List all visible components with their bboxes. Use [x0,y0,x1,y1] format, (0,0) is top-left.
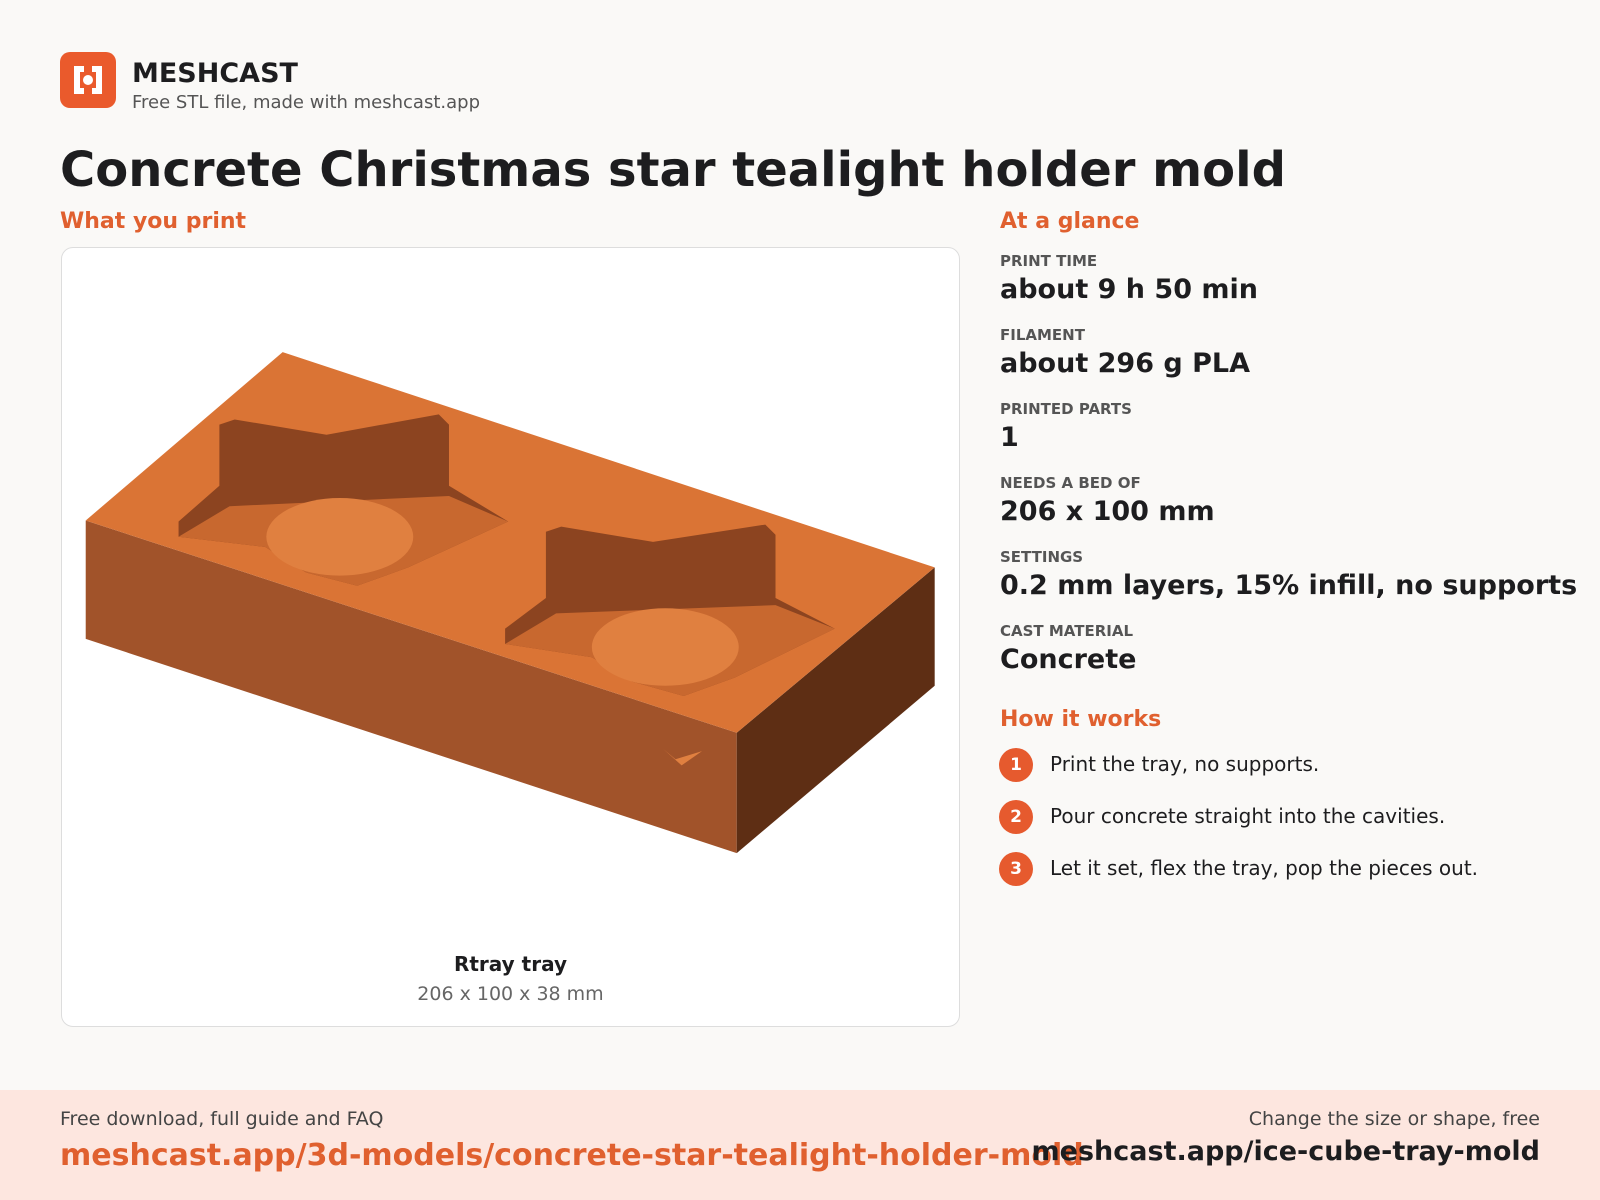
glance-value: about 9 h 50 min [1000,274,1259,305]
glance-label: PRINT TIME [1000,252,1098,270]
glance-label: CAST MATERIAL [1000,622,1134,640]
step-text: Print the tray, no supports. [1050,752,1320,776]
glance-value: 206 x 100 mm [1000,496,1215,527]
footer: Free download, full guide and FAQ meshca… [0,1090,1600,1200]
tagline: Free STL file, made with meshcast.app [132,92,481,113]
section-heading: At a glance [1000,209,1140,234]
page-title: Concrete Christmas star tealight holder … [60,142,1286,198]
preview-card: Rtray tray 206 x 100 x 38 mm [61,247,960,1027]
footer-link[interactable]: meshcast.app/3d-models/concrete-star-tea… [60,1138,1084,1173]
section-heading: What you print [60,209,247,234]
glance-value: about 296 g PLA [1000,348,1251,379]
step-text: Let it set, flex the tray, pop the piece… [1050,856,1479,880]
glance-value: 1 [1000,422,1019,453]
glance-label: NEEDS A BED OF [1000,474,1141,492]
glance-label: PRINTED PARTS [1000,400,1132,418]
model-render [85,352,935,854]
glance-label: SETTINGS [1000,548,1084,566]
step-number: 1 [999,748,1033,782]
glance-value: Concrete [1000,644,1137,675]
part-dims: 206 x 100 x 38 mm [417,983,604,1005]
part-name: Rtray tray [453,952,568,976]
step-number: 2 [999,800,1033,834]
footer-label: Change the size or shape, free [1248,1108,1540,1130]
step-number: 3 [999,852,1033,886]
glance-value: 0.2 mm layers, 15% infill, no supports [1000,570,1578,601]
brand: MESHCAST [132,58,298,89]
step-text: Pour concrete straight into the cavities… [1050,804,1446,828]
section-heading: How it works [1000,707,1162,732]
footer-link[interactable]: meshcast.app/ice-cube-tray-mold [1031,1136,1540,1167]
footer-label: Free download, full guide and FAQ [60,1108,384,1130]
glance-label: FILAMENT [1000,326,1085,344]
logo [60,52,116,108]
